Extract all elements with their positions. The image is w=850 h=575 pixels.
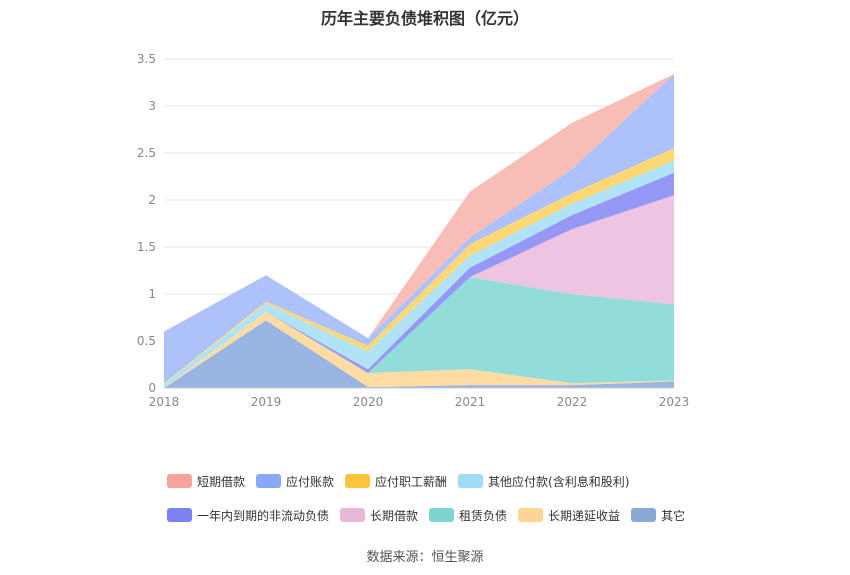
legend-label: 短期借款: [197, 474, 246, 489]
legend-label: 租赁负债: [459, 508, 508, 523]
y-tick-label: 2.5: [137, 146, 156, 160]
area-series-7: [164, 74, 674, 384]
axis-layer: 0 0.5 1 1.5 2 2.5 3 3.5 2018 2019 2020 2021 2022 2023: [137, 52, 689, 409]
y-tick-label: 1.5: [137, 240, 156, 254]
legend-swatch: [458, 474, 484, 488]
area-series-5: [164, 160, 674, 388]
legend-label: 其它: [661, 508, 686, 523]
y-tick-label: 3.5: [137, 52, 156, 66]
legend-label: 长期借款: [370, 508, 419, 523]
x-tick-label: 2023: [659, 395, 690, 409]
legend-swatch: [429, 508, 455, 522]
chart-title: 历年主要负债堆积图（亿元）: [320, 9, 529, 28]
area-series-3: [164, 195, 674, 388]
x-tick-label: 2022: [557, 395, 588, 409]
legend-swatch: [340, 508, 366, 522]
area-series-0: [164, 320, 674, 388]
legend-item[interactable]: 应付账款: [256, 473, 334, 489]
legend-item[interactable]: 长期递延收益: [518, 507, 620, 523]
legend-item[interactable]: 其他应付款(含利息和股利): [458, 473, 629, 489]
x-tick-label: 2021: [455, 395, 486, 409]
legend-label: 应付账款: [286, 474, 335, 489]
legend-swatch: [631, 508, 657, 522]
y-tick-label: 0.5: [137, 334, 156, 348]
legend: 短期借款 应付账款 应付职工薪酬 其他应付款(含利息和股利) 一年内到期的非流动负债 长期…: [167, 473, 727, 523]
legend-item[interactable]: 其它: [631, 507, 685, 523]
legend-item[interactable]: 一年内到期的非流动负债: [167, 507, 329, 523]
y-tick-label: 1: [148, 287, 156, 301]
x-tick-label: 2018: [149, 395, 180, 409]
area-layer: [164, 74, 674, 388]
area-series-8: [164, 74, 674, 339]
legend-item[interactable]: 长期借款: [340, 507, 418, 523]
y-tick-label: 0: [148, 381, 156, 395]
legend-swatch: [167, 508, 192, 522]
area-series-4: [164, 172, 674, 388]
y-tick-label: 2: [148, 193, 156, 207]
legend-item[interactable]: 租赁负债: [429, 507, 507, 523]
legend-label: 应付职工薪酬: [375, 474, 448, 489]
x-tick-label: 2020: [353, 395, 384, 409]
legend-swatch: [167, 474, 192, 488]
legend-swatch: [345, 474, 371, 488]
area-series-1: [164, 311, 674, 388]
legend-item[interactable]: 应付职工薪酬: [345, 473, 447, 489]
legend-label: 其他应付款(含利息和股利): [488, 474, 630, 489]
x-tick-label: 2019: [251, 395, 282, 409]
area-series-6: [164, 148, 674, 385]
legend-swatch: [518, 508, 544, 522]
legend-label: 长期递延收益: [548, 508, 621, 523]
area-series-2: [164, 277, 674, 388]
data-source: 数据来源：恒生聚源: [366, 550, 484, 565]
y-tick-label: 3: [148, 99, 156, 113]
legend-item[interactable]: 短期借款: [167, 473, 245, 489]
legend-swatch: [256, 474, 282, 488]
legend-label: 一年内到期的非流动负债: [197, 508, 330, 523]
